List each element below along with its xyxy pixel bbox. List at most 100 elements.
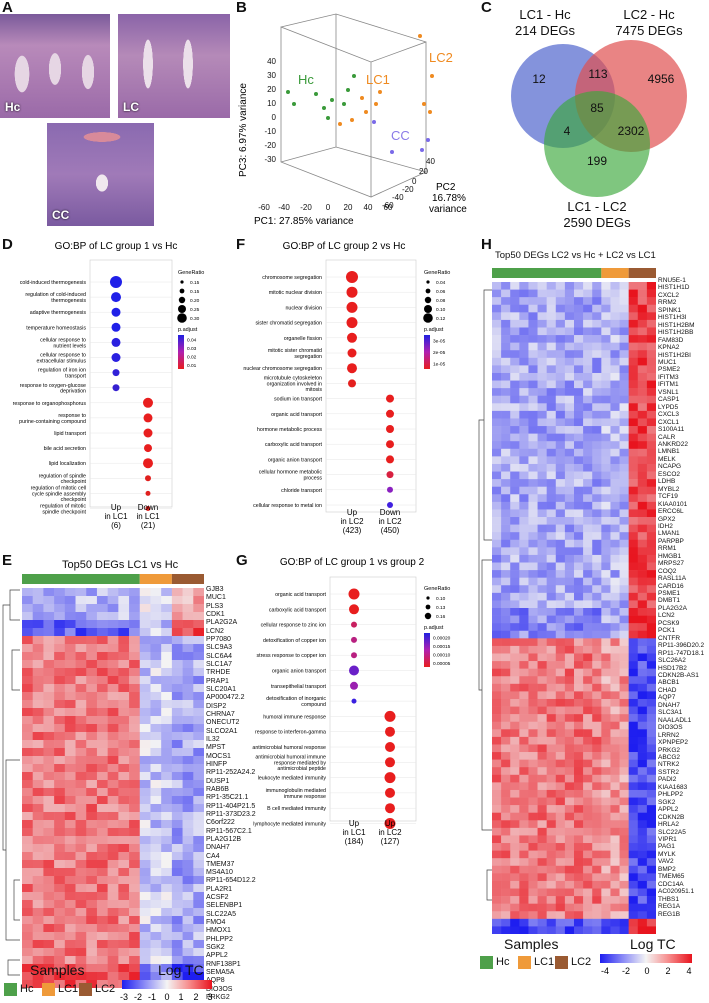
heatmap-cell: [610, 820, 620, 829]
heatmap-cell: [592, 570, 602, 578]
heatmap-cell: [592, 903, 602, 912]
heatmap-cell: [619, 357, 629, 366]
heatmap-cell: [610, 357, 620, 366]
heatmap-cell: [510, 615, 520, 624]
heatmap-cell: [537, 789, 547, 798]
heatmap-cell: [96, 740, 108, 749]
heatmap-cell: [619, 843, 629, 851]
heatmap-cell: [628, 858, 639, 867]
heatmap-cell: [555, 547, 566, 556]
heatmap-cell: [583, 327, 593, 336]
heatmap-cell: [619, 501, 629, 510]
legend-h-tick: -2: [622, 966, 630, 976]
heatmap-cell: [637, 683, 648, 692]
heatmap-cell: [519, 486, 529, 495]
heatmap-cell: [646, 297, 656, 306]
heatmap-cell: [610, 304, 620, 313]
heatmap-cell: [193, 892, 204, 901]
heatmap-cell: [537, 289, 547, 298]
heatmap-cell: [64, 732, 76, 741]
heatmap-cell: [619, 372, 629, 381]
heatmap-cell: [601, 714, 611, 723]
heatmap-cell: [601, 752, 611, 760]
heatmap-cell: [537, 388, 547, 397]
heatmap-cell: [601, 661, 611, 669]
heatmap-cell: [501, 456, 511, 465]
heatmap-cell: [161, 668, 173, 677]
heatmap-cell: [501, 539, 511, 548]
heatmap-cell: [54, 748, 66, 757]
heatmap-cell: [32, 924, 44, 933]
heatmap-cell: [54, 676, 66, 685]
heatmap-cell: [171, 596, 183, 605]
heatmap-cell: [43, 724, 55, 733]
heatmap-cell: [583, 615, 593, 624]
heatmap-cell: [492, 486, 502, 495]
heatmap-cell: [32, 940, 44, 949]
heatmap-cell: [564, 865, 575, 874]
heatmap-cell: [96, 724, 108, 733]
go-dot: [351, 698, 357, 704]
heatmap-cell: [510, 698, 520, 707]
heatmap-cell: [118, 852, 130, 861]
go-dot: [386, 425, 394, 433]
heatmap-cell: [118, 660, 130, 669]
heatmap-cell: [501, 608, 511, 616]
heatmap-cell: [583, 562, 593, 571]
heatmap-cell: [161, 612, 173, 621]
heatmap-cell: [118, 820, 130, 829]
heatmap-cell: [628, 615, 639, 624]
legend-h-lc2-label: LC2: [571, 956, 592, 968]
heatmap-cell: [546, 653, 557, 662]
heatmap-cell: [601, 342, 611, 351]
heatmap-cell: [546, 888, 557, 897]
heatmap-cell: [519, 282, 529, 290]
heatmap-cell: [118, 596, 130, 605]
heatmap-cell: [193, 764, 204, 773]
pca-pc2-label: variance: [429, 204, 467, 215]
heatmap-cell: [546, 774, 557, 783]
heatmap-cell: [601, 691, 611, 700]
heatmap-cell: [75, 724, 87, 733]
heatmap-cell: [510, 524, 520, 533]
heatmap-cell: [182, 884, 194, 893]
heatmap-cell: [592, 752, 602, 760]
heatmap-cell: [546, 896, 557, 904]
heatmap-cell: [86, 876, 98, 885]
heatmap-cell: [628, 767, 639, 776]
heatmap-cell: [610, 623, 620, 632]
heatmap-cell: [564, 903, 575, 912]
heatmap-cell: [583, 388, 593, 397]
go-legend-size-title: GeneRatio: [178, 270, 204, 276]
heatmap-cell: [583, 668, 593, 677]
heatmap-cell: [501, 615, 511, 624]
heatmap-cell: [592, 835, 602, 844]
heatmap-cell: [592, 365, 602, 374]
heatmap-cell: [546, 456, 557, 465]
heatmap-cell: [150, 700, 162, 709]
heatmap-cell: [161, 588, 173, 597]
heatmap-cell: [501, 335, 511, 343]
pca-x-tick: -60: [258, 203, 270, 212]
heatmap-cell: [601, 630, 611, 639]
heatmap-cell: [574, 357, 584, 366]
heatmap-cell: [129, 956, 141, 965]
heatmap-cell: [43, 796, 55, 805]
heatmap-cell: [150, 660, 162, 669]
heatmap-cell: [637, 289, 648, 298]
heatmap-cell: [546, 736, 557, 745]
heatmap-cell: [182, 908, 194, 917]
heatmap-cell: [510, 691, 520, 700]
heatmap-cell: [519, 729, 529, 738]
heatmap-cell: [129, 732, 141, 741]
go-legend-colorbar: [424, 633, 430, 667]
heatmap-cell: [139, 716, 151, 725]
heatmap-cell: [601, 312, 611, 321]
heatmap-cell: [537, 918, 547, 927]
go-term-label: stress response to copper ion: [257, 653, 327, 659]
heatmap-cell: [646, 600, 656, 609]
heatmap-cell: [564, 873, 575, 882]
heatmap-cell: [43, 684, 55, 693]
heatmap-cell: [182, 852, 194, 861]
heatmap-cell: [574, 282, 584, 290]
